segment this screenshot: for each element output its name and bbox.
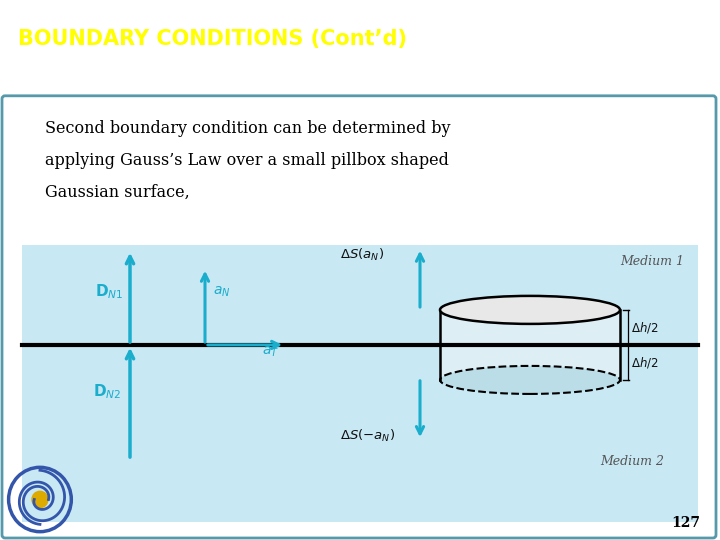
Text: Medium 2: Medium 2: [600, 455, 664, 468]
Circle shape: [32, 491, 48, 508]
Text: $\mathbf{D}_{N1}$: $\mathbf{D}_{N1}$: [95, 282, 124, 301]
Ellipse shape: [440, 296, 620, 324]
Text: $\mathbf{D}_{N2}$: $\mathbf{D}_{N2}$: [93, 382, 122, 401]
Text: Second boundary condition can be determined by: Second boundary condition can be determi…: [45, 120, 451, 137]
Text: $\Delta S(-a_N)$: $\Delta S(-a_N)$: [340, 428, 395, 444]
Text: 127: 127: [671, 516, 700, 530]
Bar: [440, 310, 620, 380]
Text: applying Gauss’s Law over a small pillbox shaped: applying Gauss’s Law over a small pillbo…: [45, 152, 449, 169]
Bar: [22, 245, 698, 522]
Text: Gaussian surface,: Gaussian surface,: [45, 184, 190, 201]
Text: $a_T$: $a_T$: [262, 345, 279, 359]
Text: BOUNDARY CONDITIONS (Cont’d): BOUNDARY CONDITIONS (Cont’d): [18, 29, 407, 49]
Text: Medium 1: Medium 1: [620, 255, 684, 268]
Text: $\Delta h/2$: $\Delta h/2$: [631, 320, 659, 335]
Ellipse shape: [440, 366, 620, 394]
Text: $\Delta S(a_N)$: $\Delta S(a_N)$: [340, 247, 384, 263]
Text: $\Delta h/2$: $\Delta h/2$: [631, 355, 659, 370]
Text: $a_N$: $a_N$: [213, 285, 230, 299]
